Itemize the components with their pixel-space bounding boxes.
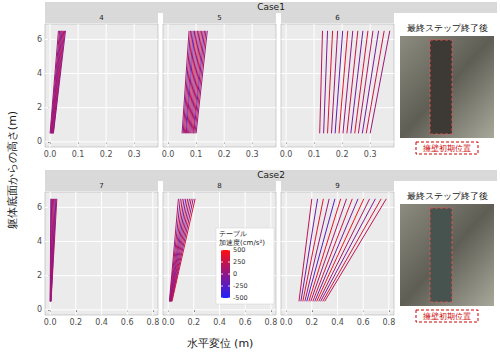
svg-text:0.4: 0.4 (213, 318, 226, 327)
svg-text:250: 250 (233, 258, 245, 266)
svg-text:0.2: 0.2 (336, 150, 349, 159)
svg-text:0.3: 0.3 (246, 150, 259, 159)
svg-text:0.3: 0.3 (364, 150, 377, 159)
svg-text:0: 0 (37, 305, 42, 314)
svg-text:-250: -250 (233, 282, 248, 290)
svg-text:4: 4 (37, 69, 42, 78)
svg-text:0.3: 0.3 (128, 150, 141, 159)
svg-text:0.8: 0.8 (382, 318, 395, 327)
svg-text:9: 9 (335, 182, 339, 190)
svg-text:最終ステップ終了後: 最終ステップ終了後 (407, 23, 488, 33)
svg-text:0.0: 0.0 (44, 318, 57, 327)
svg-text:0.6: 0.6 (121, 318, 134, 327)
svg-text:Case2: Case2 (257, 170, 285, 180)
svg-text:0.0: 0.0 (280, 318, 293, 327)
svg-text:0.4: 0.4 (331, 318, 344, 327)
svg-text:0.8: 0.8 (264, 318, 277, 327)
svg-text:水平変位 (m): 水平変位 (m) (187, 337, 254, 350)
svg-text:4: 4 (37, 237, 42, 246)
svg-text:0.2: 0.2 (69, 318, 82, 327)
svg-text:0.0: 0.0 (280, 150, 293, 159)
svg-text:0.8: 0.8 (146, 318, 159, 327)
svg-text:0.6: 0.6 (357, 318, 370, 327)
svg-text:4: 4 (99, 14, 104, 22)
svg-text:0.2: 0.2 (100, 150, 113, 159)
svg-text:テーブル: テーブル (219, 230, 247, 238)
svg-text:0.6: 0.6 (239, 318, 252, 327)
svg-text:擁壁初期位置: 擁壁初期位置 (423, 144, 471, 153)
svg-text:6: 6 (335, 14, 340, 22)
svg-text:0.4: 0.4 (95, 318, 108, 327)
svg-text:加速度(cm/s²): 加速度(cm/s²) (219, 239, 265, 247)
svg-text:0.0: 0.0 (44, 150, 57, 159)
svg-text:0.1: 0.1 (72, 150, 85, 159)
svg-text:Case1: Case1 (257, 2, 285, 12)
svg-text:0.2: 0.2 (187, 318, 200, 327)
svg-text:0.0: 0.0 (162, 318, 175, 327)
svg-text:0.2: 0.2 (305, 318, 318, 327)
svg-text:7: 7 (99, 182, 103, 190)
svg-text:0.2: 0.2 (218, 150, 231, 159)
svg-text:2: 2 (37, 271, 42, 280)
svg-text:5: 5 (217, 14, 221, 22)
svg-text:0: 0 (37, 137, 42, 146)
svg-text:擁壁初期位置: 擁壁初期位置 (423, 312, 471, 321)
svg-text:6: 6 (37, 35, 42, 44)
svg-text:0.1: 0.1 (190, 150, 203, 159)
svg-text:0: 0 (233, 270, 237, 278)
svg-text:2: 2 (37, 103, 42, 112)
svg-text:-500: -500 (233, 294, 248, 302)
svg-text:0.1: 0.1 (308, 150, 321, 159)
svg-text:500: 500 (233, 246, 245, 254)
svg-text:0.0: 0.0 (162, 150, 175, 159)
svg-text:躯体底面からの高さ(m): 躯体底面からの高さ(m) (6, 111, 19, 229)
svg-text:8: 8 (217, 182, 221, 190)
svg-text:6: 6 (37, 203, 42, 212)
svg-text:最終ステップ終了後: 最終ステップ終了後 (407, 191, 488, 201)
